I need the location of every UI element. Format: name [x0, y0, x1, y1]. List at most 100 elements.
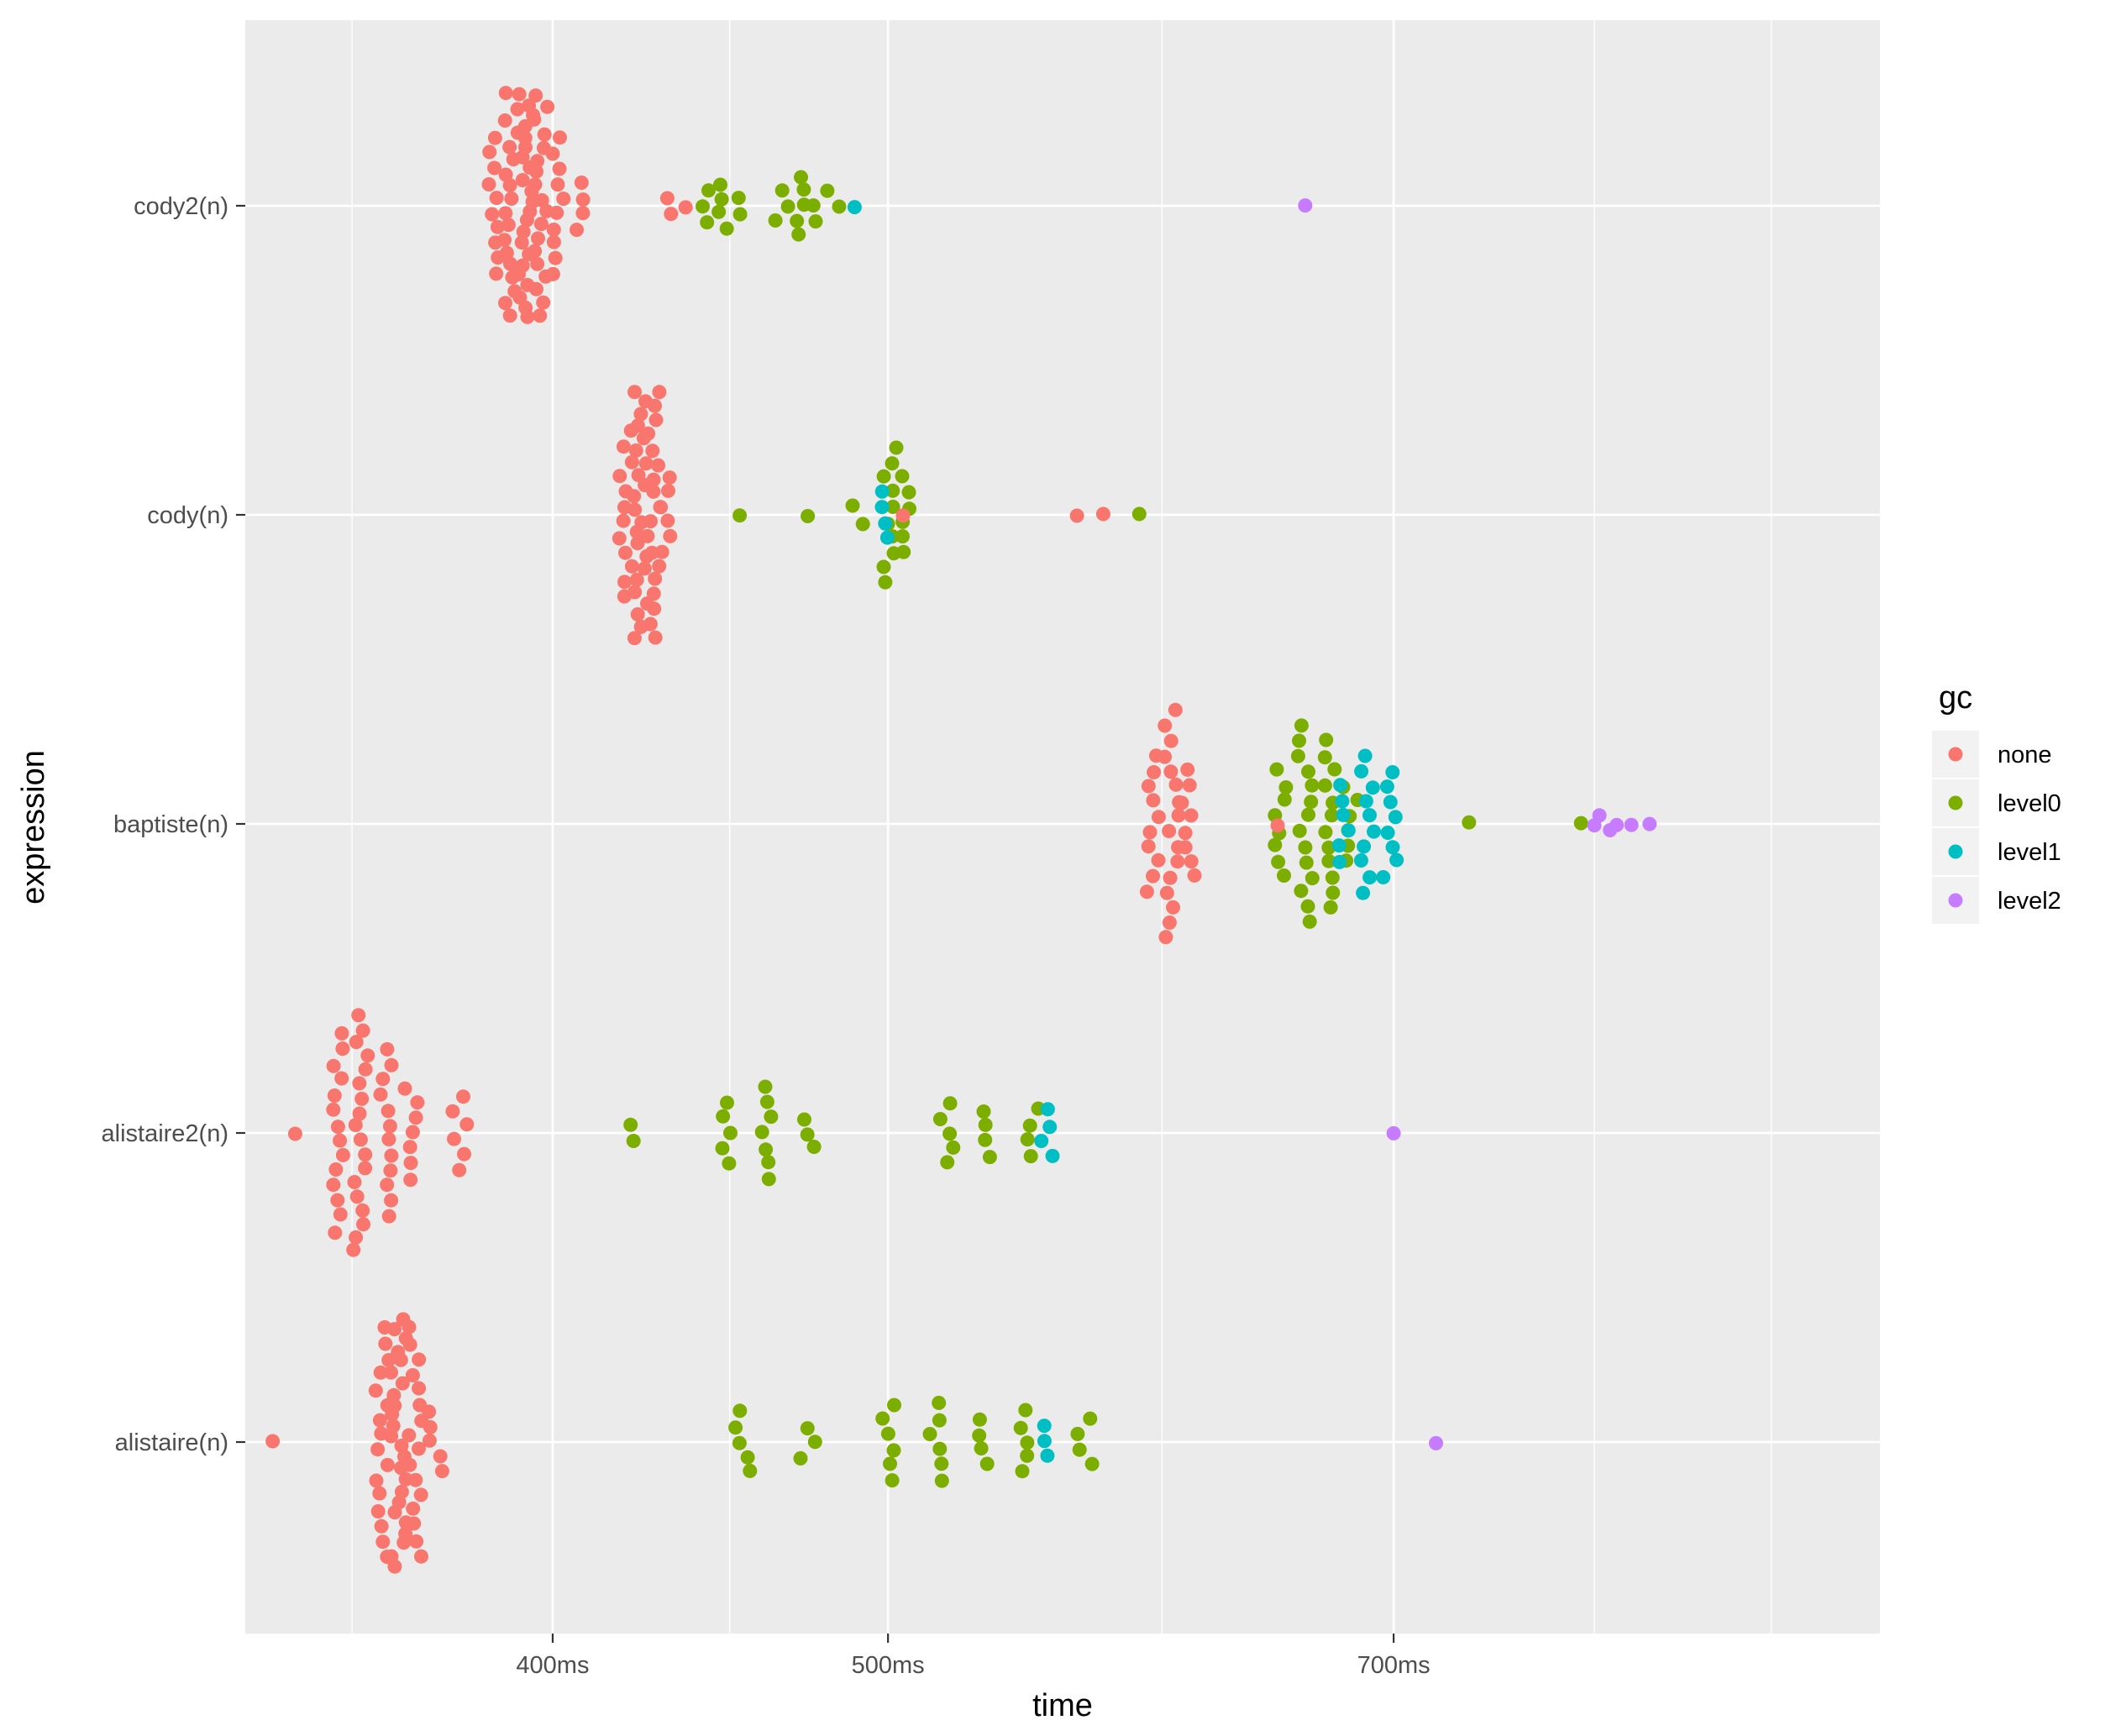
data-point-none: [533, 217, 549, 232]
data-point-none: [414, 1549, 428, 1564]
data-point-level0: [895, 469, 910, 484]
data-point-none: [1182, 778, 1197, 793]
data-point-none: [402, 1457, 417, 1472]
data-point-none: [640, 528, 655, 543]
data-point-level0: [934, 1456, 949, 1471]
data-point-none: [548, 250, 563, 265]
data-point-none: [646, 586, 661, 601]
data-point-none: [386, 1387, 402, 1403]
data-point-none: [1184, 854, 1199, 869]
data-point-level1: [1356, 885, 1371, 900]
data-point-level0: [719, 221, 734, 236]
data-point-level0: [806, 1140, 822, 1154]
data-point-none: [347, 1175, 362, 1189]
data-point-none: [406, 1501, 421, 1516]
data-point-level1: [1335, 794, 1350, 809]
data-point-level1: [1389, 852, 1404, 868]
data-point-level0: [885, 483, 900, 498]
data-point-level1: [1333, 778, 1348, 793]
data-point-none: [328, 1225, 343, 1240]
data-point-none: [382, 1119, 397, 1134]
data-point-level0: [806, 198, 821, 213]
data-point-level0: [1070, 1426, 1085, 1441]
data-point-none: [553, 130, 567, 145]
data-point-level0: [855, 517, 870, 532]
data-point-none: [545, 266, 560, 281]
data-point-level0: [808, 214, 823, 229]
data-point-level0: [714, 191, 729, 207]
data-point-level0: [764, 1109, 779, 1125]
data-point-level1: [1362, 808, 1377, 823]
data-point-none: [661, 483, 675, 498]
data-point-level0: [793, 1450, 808, 1466]
data-point-none: [326, 1177, 341, 1193]
data-point-none: [546, 234, 561, 249]
data-point-level0: [761, 1172, 776, 1187]
data-point-none: [537, 127, 552, 142]
data-point-level0: [758, 1079, 773, 1094]
data-point-level0: [901, 485, 916, 500]
data-point-level1: [1385, 840, 1400, 855]
data-point-none: [503, 256, 517, 271]
data-point-level0: [626, 1134, 641, 1148]
data-point-none: [1141, 779, 1156, 794]
data-point-none: [627, 631, 642, 646]
data-point-level0: [1326, 885, 1341, 900]
data-point-level2: [1592, 808, 1607, 823]
data-point-level0: [1323, 899, 1338, 915]
x-axis-title: time: [1032, 1688, 1093, 1723]
data-point-level0: [1573, 816, 1588, 831]
data-point-level1: [1042, 1120, 1058, 1135]
y-axis-title: expression: [16, 750, 51, 905]
data-point-level0: [701, 183, 716, 198]
data-point-none: [333, 1133, 348, 1148]
data-point-none: [396, 1535, 412, 1550]
data-point-level0: [896, 544, 911, 559]
data-point-none: [352, 1106, 367, 1121]
data-point-none: [643, 616, 658, 632]
data-point-none: [485, 207, 500, 222]
data-point-none: [1158, 749, 1172, 764]
data-point-none: [370, 1442, 386, 1457]
data-point-none: [381, 1104, 396, 1119]
data-point-none: [575, 192, 591, 207]
data-point-level1: [874, 484, 890, 499]
y-tick-label: cody(n): [147, 502, 228, 529]
data-point-none: [330, 1120, 345, 1135]
data-point-none: [394, 1439, 409, 1453]
data-point-level0: [1462, 815, 1477, 830]
data-point-none: [403, 1156, 418, 1171]
data-point-none: [1180, 762, 1195, 777]
data-point-level0: [623, 1117, 638, 1132]
data-point-level0: [768, 213, 783, 228]
data-point-none: [287, 1126, 302, 1141]
data-point-level0: [801, 509, 816, 523]
data-point-level0: [875, 1411, 890, 1426]
data-point-none: [355, 1203, 370, 1218]
data-point-level1: [1385, 765, 1400, 779]
data-point-none: [346, 1242, 361, 1257]
legend-title: gc: [1939, 680, 1972, 716]
data-point-level0: [974, 1441, 989, 1455]
data-point-level2: [1609, 817, 1625, 832]
data-point-level1: [847, 200, 862, 215]
data-point-none: [552, 161, 567, 176]
data-point-none: [355, 1023, 370, 1038]
data-point-level1: [879, 530, 895, 545]
data-point-level0: [1013, 1420, 1028, 1435]
data-point-none: [333, 1207, 348, 1222]
data-point-none: [1162, 915, 1177, 930]
data-point-none: [627, 502, 643, 517]
data-point-none: [408, 1110, 423, 1125]
x-tick-label: 500ms: [852, 1652, 925, 1679]
data-point-none: [356, 1217, 370, 1232]
data-point-level1: [1336, 807, 1351, 822]
data-point-none: [265, 1434, 281, 1449]
data-point-level0: [713, 177, 727, 192]
data-point-none: [349, 1035, 364, 1050]
data-point-none: [638, 456, 654, 471]
data-point-none: [402, 1428, 417, 1443]
data-point-none: [520, 309, 535, 324]
data-point-level0: [716, 1109, 731, 1124]
data-point-level0: [972, 1412, 987, 1427]
